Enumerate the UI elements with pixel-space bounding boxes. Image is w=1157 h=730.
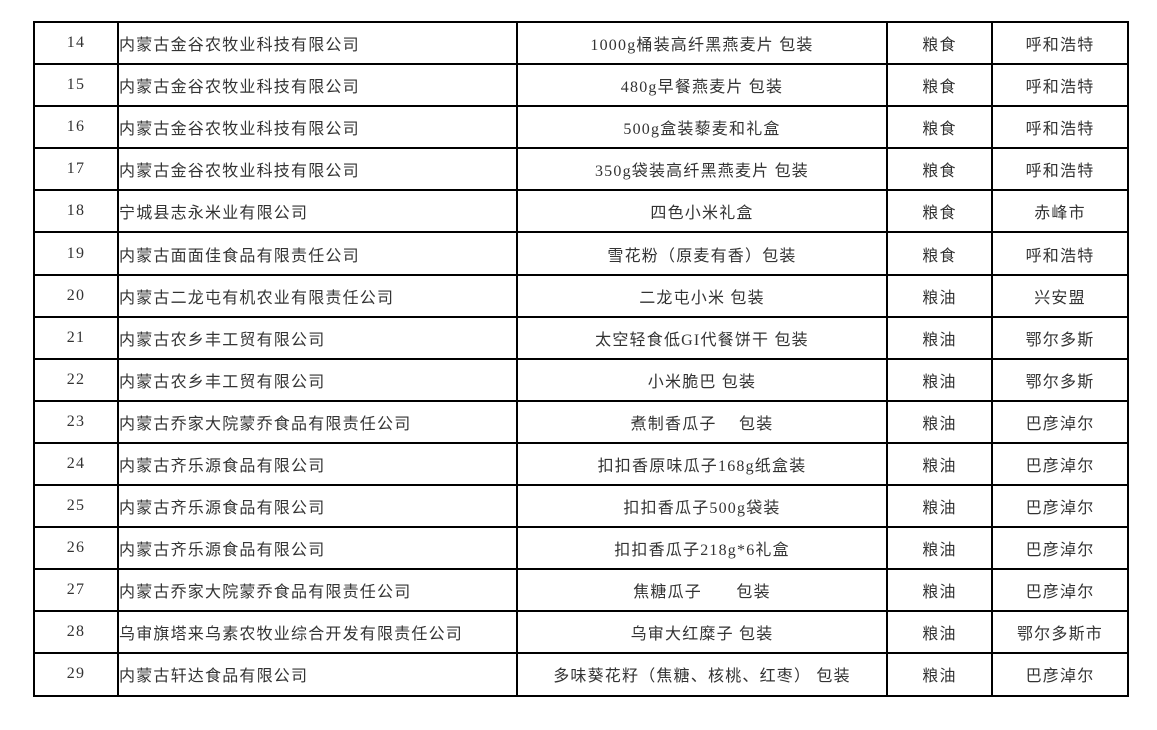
- region-cell: 呼和浩特: [991, 147, 1129, 192]
- region-cell: 巴彦淖尔: [991, 441, 1129, 487]
- table-row: 21 内蒙古农乡丰工贸有限公司 太空轻食低GI代餐饼干 包装 粮油 鄂尔多斯: [33, 315, 1129, 360]
- product-name-cell: 雪花粉（原麦有香）包装: [516, 231, 888, 276]
- table-row: 26 内蒙古齐乐源食品有限公司 扣扣香瓜子218g*6礼盒 粮油 巴彦淖尔: [33, 526, 1129, 571]
- company-name-cell: 内蒙古面面佳食品有限责任公司: [117, 231, 518, 276]
- row-number-cell: 18: [33, 189, 119, 234]
- table-row: 22 内蒙古农乡丰工贸有限公司 小米脆巴 包装 粮油 鄂尔多斯: [33, 357, 1129, 402]
- product-name-cell: 焦糖瓜子 包装: [516, 568, 888, 613]
- category-cell: 粮油: [886, 610, 993, 655]
- table-row: 14 内蒙古金谷农牧业科技有限公司 1000g桶装高纤黑燕麦片 包装 粮食 呼和浩特: [33, 20, 1129, 66]
- category-cell: 粮油: [886, 441, 993, 487]
- region-cell: 鄂尔多斯: [991, 357, 1129, 402]
- product-name-cell: 小米脆巴 包装: [516, 357, 888, 402]
- company-name-cell: 内蒙古金谷农牧业科技有限公司: [117, 147, 518, 192]
- category-cell: 粮食: [886, 20, 993, 66]
- table-row: 24 内蒙古齐乐源食品有限公司 扣扣香原味瓜子168g纸盒装 粮油 巴彦淖尔: [33, 441, 1129, 487]
- company-name-cell: 内蒙古齐乐源食品有限公司: [117, 441, 518, 487]
- category-cell: 粮油: [886, 526, 993, 571]
- category-cell: 粮油: [886, 568, 993, 613]
- company-name-cell: 内蒙古轩达食品有限公司: [117, 652, 518, 697]
- company-name-cell: 内蒙古齐乐源食品有限公司: [117, 484, 518, 529]
- table-row: 25 内蒙古齐乐源食品有限公司 扣扣香瓜子500g袋装 粮油 巴彦淖尔: [33, 484, 1129, 529]
- company-name-cell: 内蒙古金谷农牧业科技有限公司: [117, 105, 518, 150]
- company-name-cell: 内蒙古齐乐源食品有限公司: [117, 526, 518, 571]
- region-cell: 巴彦淖尔: [991, 526, 1129, 571]
- product-name-cell: 扣扣香原味瓜子168g纸盒装: [516, 441, 888, 487]
- row-number-cell: 28: [33, 610, 119, 655]
- category-cell: 粮油: [886, 652, 993, 697]
- region-cell: 鄂尔多斯: [991, 315, 1129, 360]
- row-number-cell: 26: [33, 526, 119, 571]
- product-name-cell: 四色小米礼盒: [516, 189, 888, 234]
- table-row: 15 内蒙古金谷农牧业科技有限公司 480g早餐燕麦片 包装 粮食 呼和浩特: [33, 63, 1129, 108]
- product-name-cell: 350g袋装高纤黑燕麦片 包装: [516, 147, 888, 192]
- product-name-cell: 扣扣香瓜子500g袋装: [516, 484, 888, 529]
- table-row: 17 内蒙古金谷农牧业科技有限公司 350g袋装高纤黑燕麦片 包装 粮食 呼和浩特: [33, 147, 1129, 192]
- table-row: 27 内蒙古乔家大院蒙乔食品有限责任公司 焦糖瓜子 包装 粮油 巴彦淖尔: [33, 568, 1129, 613]
- product-name-cell: 500g盒装藜麦和礼盒: [516, 105, 888, 150]
- product-name-cell: 480g早餐燕麦片 包装: [516, 63, 888, 108]
- category-cell: 粮油: [886, 315, 993, 360]
- category-cell: 粮食: [886, 63, 993, 108]
- category-cell: 粮油: [886, 484, 993, 529]
- product-table-body: 14 内蒙古金谷农牧业科技有限公司 1000g桶装高纤黑燕麦片 包装 粮食 呼和浩特 15…: [33, 20, 1129, 697]
- product-name-cell: 二龙屯小米 包装: [516, 273, 888, 318]
- table-row: 20 内蒙古二龙屯有机农业有限责任公司 二龙屯小米 包装 粮油 兴安盟: [33, 273, 1129, 318]
- row-number-cell: 17: [33, 147, 119, 192]
- company-name-cell: 内蒙古二龙屯有机农业有限责任公司: [117, 273, 518, 318]
- category-cell: 粮油: [886, 273, 993, 318]
- product-name-cell: 多味葵花籽（焦糖、核桃、红枣） 包装: [516, 652, 888, 697]
- row-number-cell: 29: [33, 652, 119, 697]
- row-number-cell: 21: [33, 315, 119, 360]
- region-cell: 巴彦淖尔: [991, 399, 1129, 444]
- row-number-cell: 25: [33, 484, 119, 529]
- row-number-cell: 23: [33, 399, 119, 444]
- row-number-cell: 24: [33, 441, 119, 487]
- region-cell: 呼和浩特: [991, 20, 1129, 66]
- company-name-cell: 内蒙古金谷农牧业科技有限公司: [117, 63, 518, 108]
- category-cell: 粮油: [886, 357, 993, 402]
- category-cell: 粮食: [886, 189, 993, 234]
- region-cell: 兴安盟: [991, 273, 1129, 318]
- product-table: 14 内蒙古金谷农牧业科技有限公司 1000g桶装高纤黑燕麦片 包装 粮食 呼和浩特 15…: [33, 20, 1129, 697]
- category-cell: 粮食: [886, 147, 993, 192]
- table-row: 23 内蒙古乔家大院蒙乔食品有限责任公司 煮制香瓜子 包装 粮油 巴彦淖尔: [33, 399, 1129, 444]
- company-name-cell: 内蒙古乔家大院蒙乔食品有限责任公司: [117, 568, 518, 613]
- company-name-cell: 内蒙古农乡丰工贸有限公司: [117, 357, 518, 402]
- product-name-cell: 太空轻食低GI代餐饼干 包装: [516, 315, 888, 360]
- table-row: 18 宁城县志永米业有限公司 四色小米礼盒 粮食 赤峰市: [33, 189, 1129, 234]
- row-number-cell: 20: [33, 273, 119, 318]
- product-name-cell: 乌审大红糜子 包装: [516, 610, 888, 655]
- region-cell: 鄂尔多斯市: [991, 610, 1129, 655]
- row-number-cell: 22: [33, 357, 119, 402]
- category-cell: 粮食: [886, 105, 993, 150]
- company-name-cell: 乌审旗塔来乌素农牧业综合开发有限责任公司: [117, 610, 518, 655]
- row-number-cell: 15: [33, 63, 119, 108]
- table-row: 28 乌审旗塔来乌素农牧业综合开发有限责任公司 乌审大红糜子 包装 粮油 鄂尔多斯市: [33, 610, 1129, 655]
- product-name-cell: 1000g桶装高纤黑燕麦片 包装: [516, 20, 888, 66]
- company-name-cell: 宁城县志永米业有限公司: [117, 189, 518, 234]
- row-number-cell: 14: [33, 20, 119, 66]
- row-number-cell: 27: [33, 568, 119, 613]
- region-cell: 巴彦淖尔: [991, 652, 1129, 697]
- region-cell: 呼和浩特: [991, 105, 1129, 150]
- company-name-cell: 内蒙古农乡丰工贸有限公司: [117, 315, 518, 360]
- region-cell: 呼和浩特: [991, 63, 1129, 108]
- table-row: 16 内蒙古金谷农牧业科技有限公司 500g盒装藜麦和礼盒 粮食 呼和浩特: [33, 105, 1129, 150]
- region-cell: 巴彦淖尔: [991, 484, 1129, 529]
- table-row: 19 内蒙古面面佳食品有限责任公司 雪花粉（原麦有香）包装 粮食 呼和浩特: [33, 231, 1129, 276]
- product-name-cell: 煮制香瓜子 包装: [516, 399, 888, 444]
- product-name-cell: 扣扣香瓜子218g*6礼盒: [516, 526, 888, 571]
- category-cell: 粮油: [886, 399, 993, 444]
- category-cell: 粮食: [886, 231, 993, 276]
- table-row: 29 内蒙古轩达食品有限公司 多味葵花籽（焦糖、核桃、红枣） 包装 粮油 巴彦淖尔: [33, 652, 1129, 697]
- row-number-cell: 19: [33, 231, 119, 276]
- company-name-cell: 内蒙古金谷农牧业科技有限公司: [117, 20, 518, 66]
- row-number-cell: 16: [33, 105, 119, 150]
- region-cell: 呼和浩特: [991, 231, 1129, 276]
- company-name-cell: 内蒙古乔家大院蒙乔食品有限责任公司: [117, 399, 518, 444]
- region-cell: 巴彦淖尔: [991, 568, 1129, 613]
- region-cell: 赤峰市: [991, 189, 1129, 234]
